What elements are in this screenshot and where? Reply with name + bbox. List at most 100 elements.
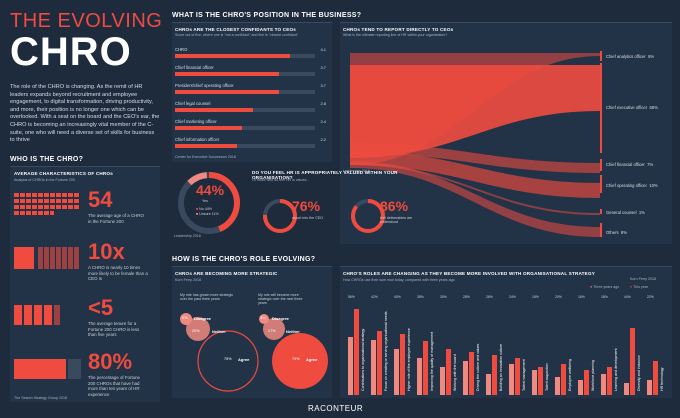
flow-coo [350, 151, 600, 198]
flow-label-counsel: General counsel 1% [606, 210, 645, 215]
strategic-q1: My role has grown more strategic over th… [180, 293, 234, 301]
roles-legend-now: ● This year [630, 285, 648, 289]
roles-panel: CHRO'S ROLES ARE CHANGING AS THEY BECOME… [340, 266, 672, 398]
bubble-q1-neither-label: Neither [212, 329, 226, 334]
bubble-q1-disagree-value: 5% [182, 316, 188, 320]
roles-bar-ago [417, 358, 422, 395]
confidant-bar [175, 72, 279, 76]
roles-bar-ago [371, 339, 376, 395]
strategic-panel: CHROs ARE BECOMING MORE STRATEGIC Korn F… [172, 266, 332, 398]
roles-bar-ago [578, 379, 583, 395]
bubble-q1-neither [186, 317, 210, 341]
confidant-label: Chief information officer [175, 137, 220, 142]
roles-bar-ago [647, 379, 652, 395]
valued-main-label: Yes [202, 199, 208, 203]
stat-female-text: A CHRO is nearly 10 times more likely to… [88, 265, 148, 282]
confidant-bar-track [175, 144, 315, 148]
roles-label: Talent acquisition [545, 363, 549, 391]
valued-ceo-value: 76% [292, 198, 321, 214]
confidant-label: Chief financial officer [175, 65, 214, 70]
bubble-q2-disagree-value: 3% [260, 316, 266, 320]
roles-label: Learning and development [614, 348, 618, 391]
stat-experience-graphic [14, 353, 84, 383]
roles-title: CHRO'S ROLES ARE CHANGING AS THEY BECOME… [343, 271, 595, 276]
roles-label: Employee wellbeing [568, 359, 572, 391]
confidant-value: 2.4 [320, 119, 326, 124]
roles-value: 26% [486, 295, 493, 299]
confidant-value: 2.8 [320, 101, 326, 106]
intro-text: The role of the CHRO is changing. As the… [10, 84, 160, 144]
reporting-sub: What is the ultimate reporting line of H… [343, 33, 448, 37]
confidant-label: Chief legal counsel [175, 101, 211, 106]
confidants-sub: Score out of five, where one is "not a c… [175, 33, 298, 37]
confidant-value: 3.7 [320, 65, 326, 70]
valued-deliverables-value: 86% [380, 198, 409, 214]
reporting-flow-chart [350, 51, 602, 237]
roles-value: 18% [532, 295, 539, 299]
strategic-bubbles [180, 313, 328, 392]
bubble-q2-neither-value: 17% [268, 329, 276, 333]
confidants-source: Center for Executive Succession 2018 [175, 155, 236, 159]
roles-value: 35% [417, 295, 424, 299]
confidant-value: 3.7 [320, 83, 326, 88]
roles-bar-now [515, 358, 520, 395]
roles-bar-now [354, 309, 359, 395]
roles-bar-now [423, 341, 428, 395]
bubble-q2-neither [263, 318, 285, 340]
roles-label: Working with the board [453, 354, 457, 391]
confidant-bar [175, 54, 290, 58]
roles-label: Building an innovation culture [499, 344, 503, 391]
roles-bar-now [377, 330, 382, 395]
roles-label: Improving the quality of management [430, 331, 434, 391]
roles-label: Higher role of the employee experience [407, 328, 411, 391]
roles-value: 44% [624, 295, 631, 299]
confidant-bar [175, 144, 237, 148]
roles-sub: How CHROs use their sum now today, compa… [343, 278, 455, 282]
valued-main-value: 44% [196, 182, 225, 198]
valued-title: DO YOU FEEL HR IS APPROPRIATELY VALUED W… [252, 170, 398, 180]
stat-age-text: The average age of a CHRO in the Fortune… [88, 213, 144, 224]
bubble-q2-agree-label: Agree [306, 357, 318, 362]
reporting-panel: CHROs TEND TO REPORT DIRECTLY TO CEOs Wh… [340, 22, 672, 244]
confidant-bar [175, 90, 279, 94]
roles-value: 42% [371, 295, 378, 299]
confidant-label: CHRO [175, 47, 188, 52]
flow-label-others: Others 8% [606, 230, 627, 235]
valued-legend-unsure: ■ Unsure 11% [196, 212, 219, 216]
stat-age-graphic [14, 189, 84, 219]
confidant-label: President/chief operating officer [175, 83, 234, 88]
evolving-heading: HOW IS THE CHRO'S ROLE EVOLVING? [172, 256, 316, 263]
flow-label-coo: Chief operating officer 10% [606, 183, 658, 188]
roles-value: 28% [463, 295, 470, 299]
title-big: CHRO [10, 30, 132, 74]
valued-donut [178, 172, 240, 234]
strategic-title: CHROs ARE BECOMING MORE STRATEGIC [175, 271, 278, 276]
flow-counsel [350, 163, 600, 215]
valued-ceo-text: report into the CEO [292, 216, 323, 220]
confidant-value: 4.1 [320, 47, 326, 52]
flow-cfo [350, 143, 600, 173]
roles-value: 56% [348, 295, 355, 299]
roles-value: 24% [509, 295, 516, 299]
strategic-source: Korn Ferry 2018 [175, 278, 201, 282]
roles-value: 30% [440, 295, 447, 299]
roles-value: 20% [555, 295, 562, 299]
bubble-q2-agree-value: 79% [292, 357, 300, 361]
roles-bar-ago [394, 349, 399, 395]
roles-value: 18% [601, 295, 608, 299]
roles-label: Contributions to organisational strategy [361, 328, 365, 391]
roles-label: Driving the culture and values [476, 343, 480, 391]
reporting-source: Leadership 2018 [343, 169, 370, 173]
reporting-title: CHROs TEND TO REPORT DIRECTLY TO CEOs [343, 27, 454, 32]
valued-panel: 44% Yes ■ No 44% ■ Unsure 11% Leadership… [172, 166, 434, 244]
roles-label: HR technology [660, 367, 664, 391]
roles-label: Talent management [522, 359, 526, 391]
roles-bar-ago [624, 382, 629, 395]
stat-tenure-value: <5 [88, 295, 114, 320]
who-panel-title: AVERAGE CHARACTERISTICS OF CHROs [14, 171, 113, 176]
roles-bar-ago [555, 376, 560, 395]
flow-ceo [350, 65, 600, 158]
roles-bar-now [653, 361, 658, 395]
roles-bar-now [400, 333, 405, 395]
valued-donut-ceo [263, 199, 297, 233]
